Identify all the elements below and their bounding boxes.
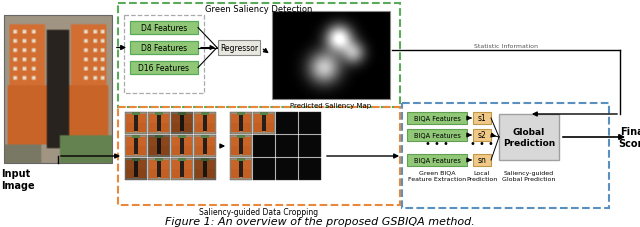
Text: s2: s2 (477, 131, 486, 140)
Text: BIQA Features: BIQA Features (413, 157, 460, 163)
Bar (230, 158, 252, 180)
Bar (299, 135, 321, 157)
Bar (171, 135, 193, 157)
Text: Input
Image: Input Image (1, 168, 35, 190)
FancyBboxPatch shape (473, 129, 491, 141)
Bar (276, 135, 298, 157)
Text: Global
Prediction: Global Prediction (503, 128, 555, 147)
Bar (171, 158, 193, 180)
Text: Local
Prediction: Local Prediction (467, 170, 498, 181)
Text: Saliency-guided
Global Prediction: Saliency-guided Global Prediction (502, 170, 556, 181)
Bar (230, 113, 252, 134)
Bar (124, 16, 204, 94)
Bar (148, 158, 170, 180)
Bar (230, 135, 252, 157)
Bar (4, 16, 112, 163)
Text: D8 Features: D8 Features (141, 44, 187, 53)
Bar (148, 135, 170, 157)
Bar (253, 113, 275, 134)
FancyBboxPatch shape (407, 154, 467, 166)
Text: Saliency-guided Data Cropping: Saliency-guided Data Cropping (200, 207, 319, 216)
Text: D4 Features: D4 Features (141, 24, 187, 33)
FancyBboxPatch shape (473, 113, 491, 124)
Text: Green Saliency Detection: Green Saliency Detection (205, 5, 313, 14)
Text: D16 Features: D16 Features (138, 64, 189, 73)
Bar (253, 158, 275, 180)
Text: BIQA Features: BIQA Features (413, 116, 460, 121)
FancyBboxPatch shape (130, 22, 198, 35)
FancyBboxPatch shape (218, 41, 260, 56)
Text: sn: sn (477, 156, 486, 165)
FancyBboxPatch shape (130, 42, 198, 55)
FancyBboxPatch shape (407, 113, 467, 124)
Bar (272, 12, 390, 100)
Text: Figure 1: An overview of the proposed GSBIQA method.: Figure 1: An overview of the proposed GS… (165, 216, 475, 226)
Bar (299, 113, 321, 134)
Text: s1: s1 (477, 114, 486, 123)
Bar (194, 158, 216, 180)
Bar (118, 108, 400, 205)
Bar (125, 135, 147, 157)
Text: • • •: • • • (470, 138, 494, 148)
FancyBboxPatch shape (407, 129, 467, 141)
Text: BIQA Features: BIQA Features (413, 132, 460, 138)
Bar (194, 135, 216, 157)
Bar (276, 113, 298, 134)
Bar (194, 113, 216, 134)
Text: Predicted Saliency Map: Predicted Saliency Map (291, 103, 372, 109)
FancyBboxPatch shape (499, 114, 559, 160)
Text: Regressor: Regressor (220, 44, 258, 53)
FancyBboxPatch shape (130, 62, 198, 75)
Bar (402, 104, 609, 208)
Bar (171, 113, 193, 134)
Bar (125, 113, 147, 134)
Text: Statistic Information: Statistic Information (474, 44, 538, 49)
Bar (125, 158, 147, 180)
Text: Final
Score: Final Score (618, 127, 640, 148)
FancyBboxPatch shape (473, 154, 491, 166)
Bar (148, 113, 170, 134)
Bar (299, 158, 321, 180)
Bar (118, 4, 400, 108)
Bar (253, 135, 275, 157)
Text: Green BIQA
Feature Extraction: Green BIQA Feature Extraction (408, 170, 466, 181)
Text: • • •: • • • (425, 138, 449, 148)
Bar (276, 158, 298, 180)
